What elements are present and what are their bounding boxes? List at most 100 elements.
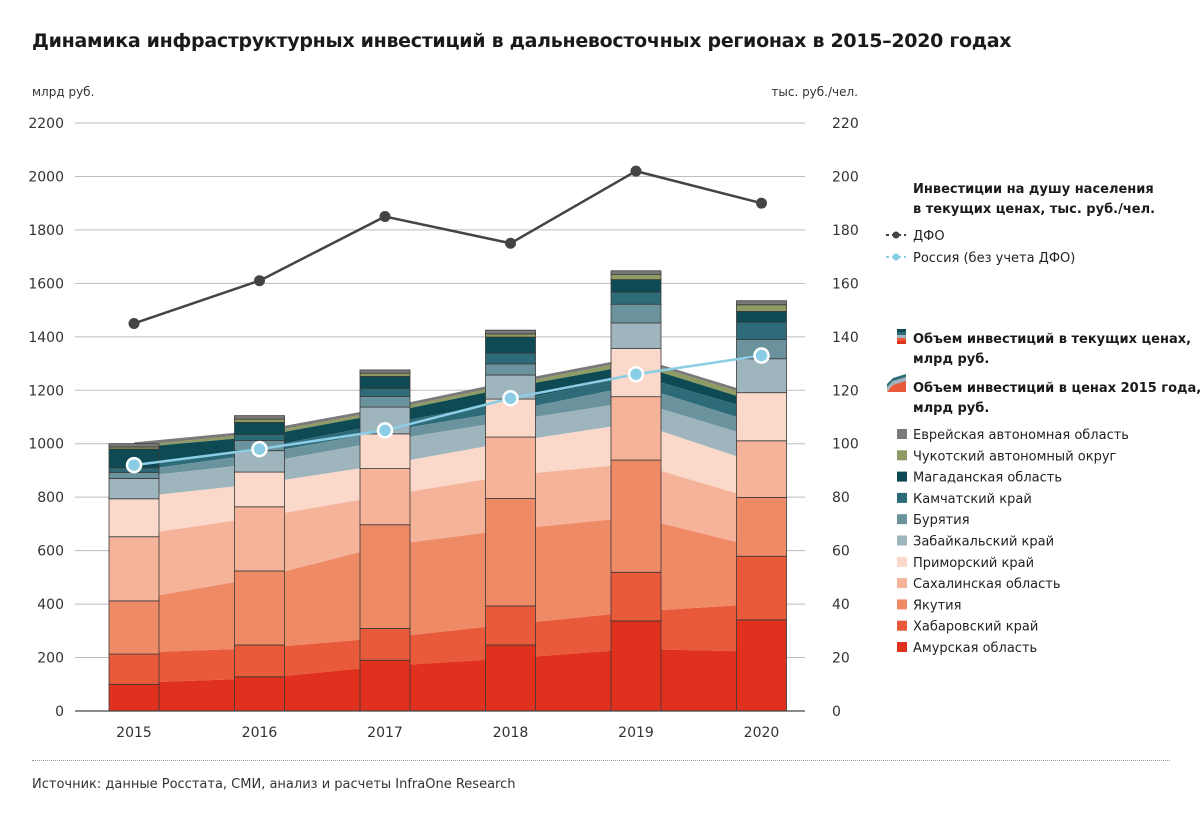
bar-segment <box>359 659 411 712</box>
point-russia <box>251 440 268 458</box>
bar-segment <box>108 683 160 712</box>
legend-region-label: Якутия <box>913 598 961 613</box>
y-right-axis-label: тыс. руб./чел. <box>771 85 858 99</box>
bar-segment <box>736 619 787 712</box>
legend-region-label: Сахалинская область <box>913 577 1061 592</box>
legend-region-label: Амурская область <box>913 641 1037 656</box>
bar-segment <box>485 329 536 335</box>
y-left-tick-label: 600 <box>37 544 64 560</box>
legend-region-label: Еврейская автономная область <box>913 428 1129 443</box>
legend: Инвестиции на душу населения в текущих це… <box>886 182 1200 656</box>
bar-segment <box>485 498 536 607</box>
legend-region-label: Хабаровский край <box>913 620 1038 635</box>
bar-segment <box>610 459 662 573</box>
bar-segment <box>234 418 285 423</box>
bar-segment <box>736 440 787 498</box>
bar-segment <box>108 443 160 448</box>
bar-segment <box>610 279 662 293</box>
y-left-tick-label: 800 <box>37 490 64 506</box>
y-right-tick-label: 100 <box>832 437 859 453</box>
bar-segment <box>485 605 536 646</box>
y-left-tick-label: 1800 <box>28 223 64 239</box>
legend-swatch <box>897 535 907 546</box>
bar-segment <box>610 322 662 349</box>
area-const-9 <box>134 364 762 467</box>
bar-stack-2018 <box>485 329 536 712</box>
bar-segment <box>108 478 160 500</box>
y-right-tick-label: 120 <box>832 383 859 399</box>
bar-segment <box>359 375 411 389</box>
point-russia <box>376 422 394 439</box>
y-left-tick-label: 0 <box>55 704 64 720</box>
y-left-tick-label: 400 <box>37 597 64 613</box>
bar-segment <box>736 392 787 442</box>
bar-segment <box>359 628 411 661</box>
legend-swatch <box>897 620 907 631</box>
y-left-tick-label: 2200 <box>28 116 64 132</box>
y-left-tick-label: 1400 <box>28 330 64 346</box>
legend-area-icon <box>887 374 906 387</box>
bar-segment <box>234 570 285 646</box>
legend-dot-swatch <box>892 231 900 239</box>
bar-segment <box>736 321 787 340</box>
legend-swatch <box>897 471 907 482</box>
point-russia <box>753 347 770 364</box>
y-right-tick-label: 220 <box>832 116 859 132</box>
y-right-tick-label: 180 <box>832 223 859 239</box>
bar-segment <box>108 600 160 655</box>
x-tick-label: 2017 <box>367 725 403 741</box>
axes: 0200400600800100012001400160018002000220… <box>28 85 858 741</box>
area-const-5 <box>134 422 762 536</box>
y-left-tick-label: 2000 <box>28 169 64 185</box>
bar-segment <box>359 388 411 397</box>
y-left-tick-label: 1000 <box>28 437 64 453</box>
y-right-tick-label: 20 <box>832 651 850 667</box>
bar-segment <box>485 336 536 354</box>
area-const-11 <box>134 357 762 446</box>
legend-bar-icon <box>897 341 906 344</box>
legend-region-label: Камчатский край <box>913 492 1032 507</box>
y-right-tick-label: 160 <box>832 276 859 292</box>
y-right-tick-label: 80 <box>832 490 850 506</box>
legend-bar-icon <box>897 335 906 338</box>
point-russia <box>627 365 645 383</box>
bar-segment <box>736 311 787 323</box>
bar-segment <box>736 300 787 306</box>
bar-segment <box>234 644 285 678</box>
x-tick-label: 2015 <box>116 725 152 741</box>
bar-segment <box>108 536 160 602</box>
bar-segment <box>234 421 285 435</box>
legend-dot-swatch <box>892 253 900 261</box>
bar-segment <box>485 644 536 712</box>
legend-per-capita-title: Инвестиции на душу населения в текущих це… <box>913 182 1155 217</box>
legend-swatch <box>897 429 907 439</box>
legend-series-label: Россия (без учета ДФО) <box>913 251 1075 266</box>
legend-bar-icon <box>897 329 906 332</box>
bar-segment <box>485 363 536 376</box>
y-right-tick-label: 200 <box>832 169 859 185</box>
bar-segment <box>359 524 411 629</box>
legend-region-label: Магаданская область <box>913 471 1062 486</box>
legend-series-label: ДФО <box>913 229 945 244</box>
legend-area-icon <box>887 380 906 392</box>
area-const-7 <box>134 385 762 478</box>
point-dfo <box>379 211 391 223</box>
y-left-axis-label: млрд руб. <box>32 85 94 99</box>
bar-stack-2016 <box>234 415 285 712</box>
x-tick-label: 2020 <box>744 725 780 741</box>
bar-segment <box>610 273 662 281</box>
legend-swatch <box>897 599 907 610</box>
footer-divider <box>32 760 1170 761</box>
legend-region-label: Чукотский автономный округ <box>913 449 1117 464</box>
bar-segment <box>610 270 662 275</box>
area-const-3 <box>134 517 762 653</box>
source-note: Источник: данные Росстата, СМИ, анализ и… <box>32 777 516 792</box>
legend-swatch <box>897 450 907 461</box>
bar-segment <box>610 396 662 461</box>
area-const-6 <box>134 401 762 498</box>
area-const-8 <box>134 375 762 471</box>
area-const-1 <box>134 649 762 711</box>
legend-swatch <box>897 514 907 525</box>
bar-segment <box>108 653 160 685</box>
x-tick-label: 2019 <box>618 725 654 741</box>
